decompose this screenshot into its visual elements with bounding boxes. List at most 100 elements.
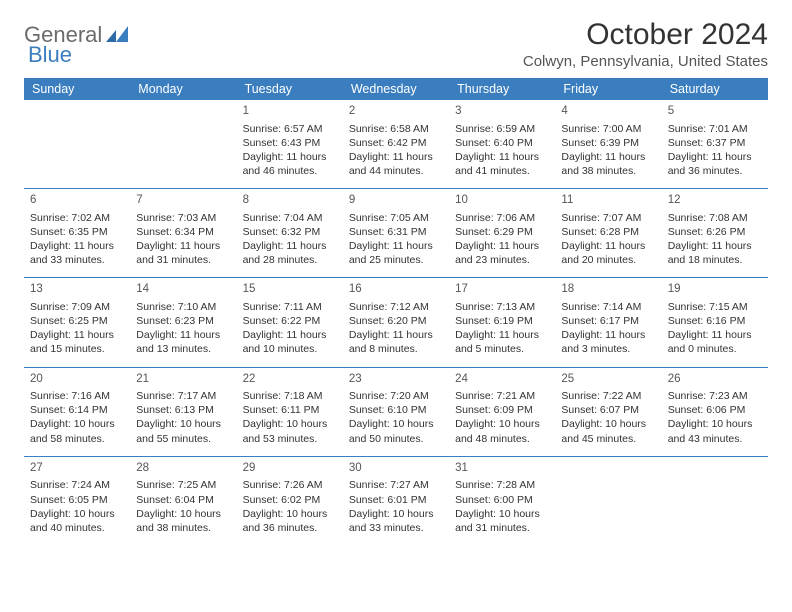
daylight-text: Daylight: 10 hours and 53 minutes. xyxy=(243,417,337,445)
daylight-text: Daylight: 11 hours and 20 minutes. xyxy=(561,239,655,267)
day-number: 4 xyxy=(561,104,655,120)
day-number: 8 xyxy=(243,193,337,209)
day-number: 29 xyxy=(243,461,337,477)
sunrise-text: Sunrise: 7:01 AM xyxy=(668,122,762,136)
sunrise-text: Sunrise: 7:28 AM xyxy=(455,478,549,492)
sunset-text: Sunset: 6:43 PM xyxy=(243,136,337,150)
daylight-text: Daylight: 10 hours and 33 minutes. xyxy=(349,507,443,535)
sunset-text: Sunset: 6:29 PM xyxy=(455,225,549,239)
sunrise-text: Sunrise: 7:00 AM xyxy=(561,122,655,136)
calendar-day: 1Sunrise: 6:57 AMSunset: 6:43 PMDaylight… xyxy=(237,100,343,189)
day-number: 15 xyxy=(243,282,337,298)
calendar-day-empty xyxy=(555,456,661,545)
day-header: Thursday xyxy=(449,78,555,100)
calendar-day: 18Sunrise: 7:14 AMSunset: 6:17 PMDayligh… xyxy=(555,278,661,367)
calendar-body: 1Sunrise: 6:57 AMSunset: 6:43 PMDaylight… xyxy=(24,100,768,545)
sunset-text: Sunset: 6:05 PM xyxy=(30,493,124,507)
sunrise-text: Sunrise: 7:12 AM xyxy=(349,300,443,314)
day-number: 6 xyxy=(30,193,124,209)
daylight-text: Daylight: 11 hours and 3 minutes. xyxy=(561,328,655,356)
calendar-day: 19Sunrise: 7:15 AMSunset: 6:16 PMDayligh… xyxy=(662,278,768,367)
sunrise-text: Sunrise: 7:23 AM xyxy=(668,389,762,403)
calendar-week: 20Sunrise: 7:16 AMSunset: 6:14 PMDayligh… xyxy=(24,367,768,456)
sunset-text: Sunset: 6:25 PM xyxy=(30,314,124,328)
calendar-day: 24Sunrise: 7:21 AMSunset: 6:09 PMDayligh… xyxy=(449,367,555,456)
daylight-text: Daylight: 11 hours and 0 minutes. xyxy=(668,328,762,356)
sunset-text: Sunset: 6:31 PM xyxy=(349,225,443,239)
sunset-text: Sunset: 6:19 PM xyxy=(455,314,549,328)
calendar-day: 3Sunrise: 6:59 AMSunset: 6:40 PMDaylight… xyxy=(449,100,555,189)
sunset-text: Sunset: 6:02 PM xyxy=(243,493,337,507)
day-number: 24 xyxy=(455,372,549,388)
calendar-day-empty xyxy=(662,456,768,545)
daylight-text: Daylight: 10 hours and 31 minutes. xyxy=(455,507,549,535)
calendar-week: 1Sunrise: 6:57 AMSunset: 6:43 PMDaylight… xyxy=(24,100,768,189)
daylight-text: Daylight: 10 hours and 48 minutes. xyxy=(455,417,549,445)
day-header: Monday xyxy=(130,78,236,100)
calendar-day: 7Sunrise: 7:03 AMSunset: 6:34 PMDaylight… xyxy=(130,189,236,278)
daylight-text: Daylight: 11 hours and 31 minutes. xyxy=(136,239,230,267)
calendar-day: 31Sunrise: 7:28 AMSunset: 6:00 PMDayligh… xyxy=(449,456,555,545)
daylight-text: Daylight: 11 hours and 8 minutes. xyxy=(349,328,443,356)
calendar-day: 14Sunrise: 7:10 AMSunset: 6:23 PMDayligh… xyxy=(130,278,236,367)
sunset-text: Sunset: 6:34 PM xyxy=(136,225,230,239)
day-number: 28 xyxy=(136,461,230,477)
daylight-text: Daylight: 10 hours and 58 minutes. xyxy=(30,417,124,445)
sunset-text: Sunset: 6:13 PM xyxy=(136,403,230,417)
day-number: 23 xyxy=(349,372,443,388)
daylight-text: Daylight: 11 hours and 46 minutes. xyxy=(243,150,337,178)
sunrise-text: Sunrise: 7:06 AM xyxy=(455,211,549,225)
calendar-day: 28Sunrise: 7:25 AMSunset: 6:04 PMDayligh… xyxy=(130,456,236,545)
day-number: 17 xyxy=(455,282,549,298)
daylight-text: Daylight: 11 hours and 44 minutes. xyxy=(349,150,443,178)
calendar-week: 27Sunrise: 7:24 AMSunset: 6:05 PMDayligh… xyxy=(24,456,768,545)
header: General October 2024 Colwyn, Pennsylvani… xyxy=(24,18,768,70)
calendar-day: 26Sunrise: 7:23 AMSunset: 6:06 PMDayligh… xyxy=(662,367,768,456)
day-number: 22 xyxy=(243,372,337,388)
calendar-day-empty xyxy=(130,100,236,189)
calendar-week: 6Sunrise: 7:02 AMSunset: 6:35 PMDaylight… xyxy=(24,189,768,278)
calendar-day: 12Sunrise: 7:08 AMSunset: 6:26 PMDayligh… xyxy=(662,189,768,278)
sunrise-text: Sunrise: 7:15 AM xyxy=(668,300,762,314)
daylight-text: Daylight: 10 hours and 55 minutes. xyxy=(136,417,230,445)
sunset-text: Sunset: 6:35 PM xyxy=(30,225,124,239)
logo-flag-icon xyxy=(106,22,130,48)
day-number: 12 xyxy=(668,193,762,209)
calendar-day: 13Sunrise: 7:09 AMSunset: 6:25 PMDayligh… xyxy=(24,278,130,367)
day-number: 30 xyxy=(349,461,443,477)
sunrise-text: Sunrise: 7:04 AM xyxy=(243,211,337,225)
sunset-text: Sunset: 6:16 PM xyxy=(668,314,762,328)
daylight-text: Daylight: 10 hours and 40 minutes. xyxy=(30,507,124,535)
sunset-text: Sunset: 6:04 PM xyxy=(136,493,230,507)
sunrise-text: Sunrise: 7:20 AM xyxy=(349,389,443,403)
sunrise-text: Sunrise: 7:05 AM xyxy=(349,211,443,225)
daylight-text: Daylight: 11 hours and 13 minutes. xyxy=(136,328,230,356)
calendar-day: 29Sunrise: 7:26 AMSunset: 6:02 PMDayligh… xyxy=(237,456,343,545)
daylight-text: Daylight: 10 hours and 43 minutes. xyxy=(668,417,762,445)
daylight-text: Daylight: 11 hours and 28 minutes. xyxy=(243,239,337,267)
day-number: 13 xyxy=(30,282,124,298)
day-header: Friday xyxy=(555,78,661,100)
daylight-text: Daylight: 10 hours and 36 minutes. xyxy=(243,507,337,535)
sunrise-text: Sunrise: 6:58 AM xyxy=(349,122,443,136)
sunset-text: Sunset: 6:28 PM xyxy=(561,225,655,239)
day-number: 26 xyxy=(668,372,762,388)
sunrise-text: Sunrise: 7:08 AM xyxy=(668,211,762,225)
calendar-day: 10Sunrise: 7:06 AMSunset: 6:29 PMDayligh… xyxy=(449,189,555,278)
sunrise-text: Sunrise: 7:09 AM xyxy=(30,300,124,314)
sunset-text: Sunset: 6:14 PM xyxy=(30,403,124,417)
sunset-text: Sunset: 6:42 PM xyxy=(349,136,443,150)
day-number: 9 xyxy=(349,193,443,209)
day-number: 16 xyxy=(349,282,443,298)
calendar-day: 5Sunrise: 7:01 AMSunset: 6:37 PMDaylight… xyxy=(662,100,768,189)
sunrise-text: Sunrise: 7:24 AM xyxy=(30,478,124,492)
brand-part2: Blue xyxy=(28,42,72,68)
calendar-day: 22Sunrise: 7:18 AMSunset: 6:11 PMDayligh… xyxy=(237,367,343,456)
calendar-day-empty xyxy=(24,100,130,189)
sunset-text: Sunset: 6:37 PM xyxy=(668,136,762,150)
sunrise-text: Sunrise: 7:10 AM xyxy=(136,300,230,314)
daylight-text: Daylight: 10 hours and 50 minutes. xyxy=(349,417,443,445)
sunset-text: Sunset: 6:32 PM xyxy=(243,225,337,239)
day-number: 5 xyxy=(668,104,762,120)
day-number: 2 xyxy=(349,104,443,120)
